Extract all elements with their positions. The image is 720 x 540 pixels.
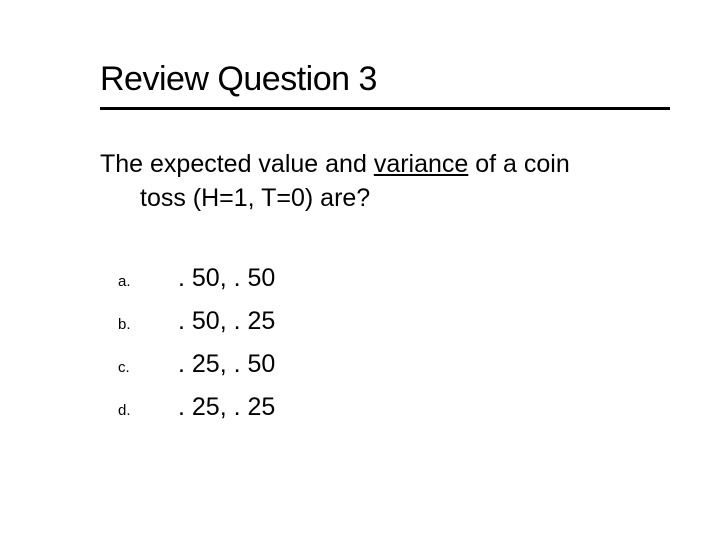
option-a-marker: a.	[118, 273, 178, 290]
slide-container: Review Question 3 The expected value and…	[0, 0, 720, 476]
option-b-value: . 50, . 25	[178, 307, 275, 336]
title-underline	[100, 107, 670, 110]
option-c-value: . 25, . 50	[178, 350, 275, 379]
question-text: The expected value and variance of a coi…	[100, 148, 640, 216]
option-a: a. . 50, . 50	[118, 264, 640, 293]
option-d-marker: d.	[118, 402, 178, 419]
option-d-value: . 25, . 25	[178, 393, 275, 422]
options-list: a. . 50, . 50 b. . 50, . 25 c. . 25, . 5…	[100, 264, 640, 422]
option-d: d. . 25, . 25	[118, 393, 640, 422]
question-part1-end: of a coin	[468, 150, 569, 178]
option-c-marker: c.	[118, 359, 178, 376]
question-part2: toss (H=1, T=0) are?	[100, 182, 640, 216]
option-a-value: . 50, . 50	[178, 264, 275, 293]
option-b: b. . 50, . 25	[118, 307, 640, 336]
slide-title: Review Question 3	[100, 60, 640, 99]
question-variance-word: variance	[374, 150, 469, 178]
option-c: c. . 25, . 50	[118, 350, 640, 379]
option-b-marker: b.	[118, 316, 178, 333]
question-part1: The expected value and	[100, 150, 374, 178]
